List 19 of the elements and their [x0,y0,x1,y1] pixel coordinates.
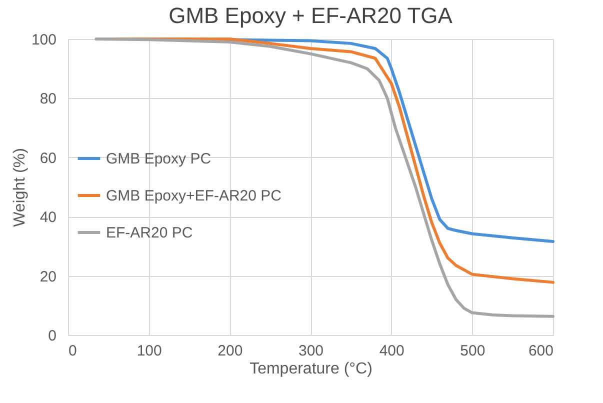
legend-label: EF-AR20 PC [106,224,193,242]
x-tick-label: 0 [68,342,77,360]
y-tick-label: 20 [40,268,56,286]
x-tick-label: 400 [379,342,404,360]
x-tick-label: 300 [298,342,324,360]
x-tick-label: 200 [218,342,243,360]
y-tick-label: 100 [31,32,56,48]
legend-label: GMB Epoxy PC [106,150,212,168]
y-tick-label: 60 [40,150,56,167]
y-tick-label: 80 [40,90,56,108]
chart-title: GMB Epoxy + EF-AR20 TGA [168,3,453,28]
y-tick-label: 0 [48,328,56,344]
x-tick-label: 500 [460,342,486,360]
x-axis-title: Temperature (°C) [250,360,372,378]
y-tick-label: 40 [40,209,56,226]
x-tick-label: 600 [528,342,554,360]
legend-label: GMB Epoxy+EF-AR20 PC [106,188,282,205]
y-axis-title: Weight (%) [11,148,28,227]
x-tick-label: 100 [136,342,162,360]
